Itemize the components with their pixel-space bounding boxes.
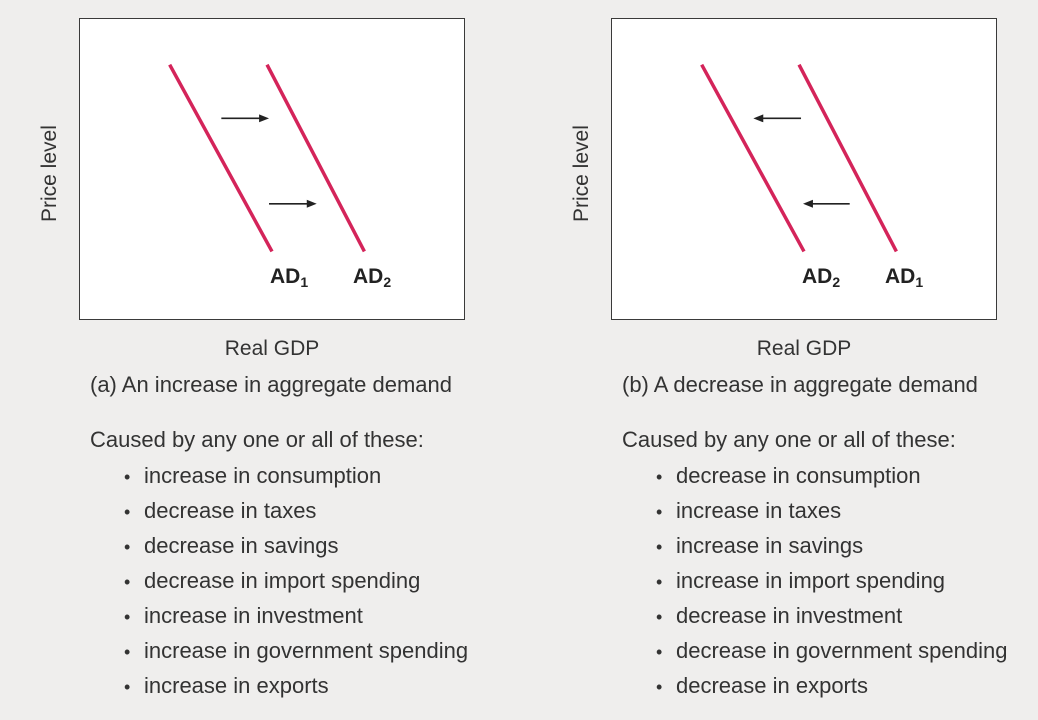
list-item: • increase in taxes (656, 498, 842, 523)
ad1-curve (797, 63, 898, 253)
y-axis-label: Price level (38, 125, 61, 222)
curve-label-ad1: AD1 (885, 265, 924, 290)
list-item: • decrease in exports (656, 673, 868, 698)
list-item: • increase in government spending (124, 638, 469, 663)
plot-area: AD2 AD1 (611, 18, 997, 320)
caption: (a) An increase in aggregate demand (90, 372, 453, 397)
ad2-curve (700, 63, 806, 253)
curve-label-ad1: AD1 (270, 265, 309, 290)
list-item: • decrease in consumption (656, 463, 921, 488)
list-item: • decrease in import spending (124, 568, 421, 593)
curve-label-ad2: AD2 (353, 265, 392, 290)
list-item: • increase in import spending (656, 568, 946, 593)
causes-heading: Caused by any one or all of these: (90, 427, 424, 452)
list-item: • decrease in government spending (656, 638, 1008, 663)
list-item: • increase in savings (656, 533, 864, 558)
y-axis-label: Price level (570, 125, 593, 222)
causes-heading: Caused by any one or all of these: (622, 427, 956, 452)
list-item: • increase in consumption (124, 463, 382, 488)
shift-arrow-upper (753, 114, 802, 123)
plot-area: AD1 AD2 (79, 18, 465, 320)
list-item: • decrease in savings (124, 533, 339, 558)
ad-diagram (700, 63, 898, 253)
ad-diagram (168, 63, 366, 253)
list-item: • increase in investment (124, 603, 363, 628)
curve-label-ad2: AD2 (802, 265, 841, 290)
causes-list: • decrease in consumption • increase in ta… (656, 459, 1007, 704)
ad2-curve (265, 63, 366, 253)
panel-increase: Price level AD1 AD2 Real GDP (a) An incr… (38, 18, 468, 704)
causes-list: • increase in consumption • decrease in ta… (124, 459, 468, 704)
shift-arrow-upper (221, 114, 270, 123)
x-axis-label: Real GDP (756, 337, 852, 360)
list-item: • decrease in taxes (124, 498, 317, 523)
x-axis-label: Real GDP (224, 337, 320, 360)
panel-decrease: Price level AD2 AD1 Real GDP (b) A decre… (532, 0, 1038, 720)
shift-arrow-lower (269, 199, 317, 208)
shift-arrow-lower (803, 199, 850, 208)
list-item: • increase in exports (124, 673, 329, 698)
list-item: • decrease in investment (656, 603, 903, 628)
ad1-curve (168, 63, 274, 253)
caption: (b) A decrease in aggregate demand (622, 372, 978, 397)
